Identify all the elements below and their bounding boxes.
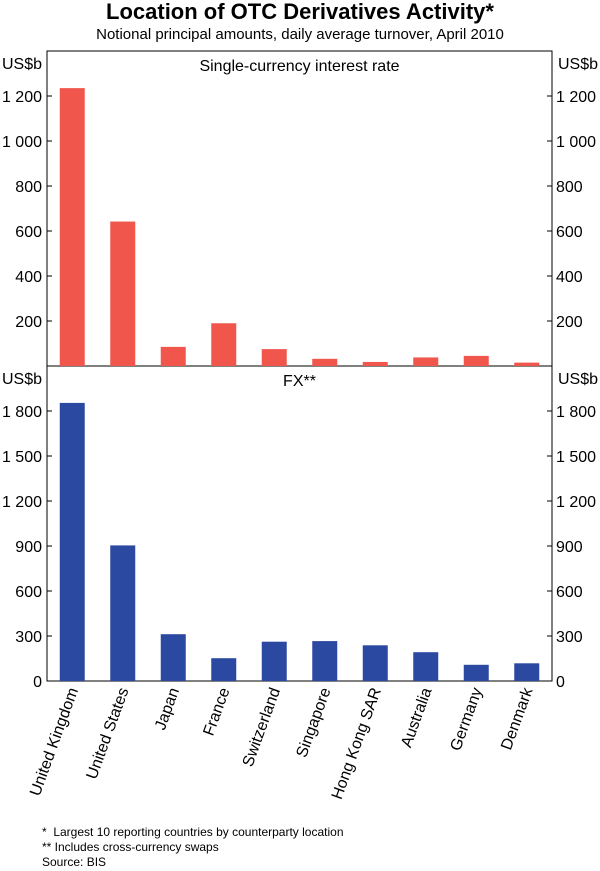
bar-hong-kong-sar: [362, 361, 388, 366]
bar-germany: [463, 355, 489, 366]
bar-united-kingdom: [59, 88, 85, 366]
bar-france: [211, 658, 237, 681]
y-tick-label-left: 800: [15, 179, 42, 196]
y-unit-label-right: US$b: [558, 56, 598, 73]
x-tick-label: United Kingdom: [27, 686, 82, 799]
y-tick-label-left: 300: [15, 629, 42, 646]
bar-australia: [413, 652, 439, 681]
y-tick-label-right: 0: [556, 674, 565, 691]
y-tick-label-right: 800: [556, 179, 583, 196]
y-tick-label-right: 600: [556, 584, 583, 601]
y-tick-label-right: 600: [556, 224, 583, 241]
bar-singapore: [312, 641, 338, 681]
footnote-2: ** Includes cross-currency swaps: [42, 840, 219, 854]
x-tick-label: Switzerland: [240, 686, 284, 770]
y-tick-label-left: 400: [15, 269, 42, 286]
y-tick-label-right: 900: [556, 539, 583, 556]
bar-japan: [160, 346, 186, 366]
bar-denmark: [514, 362, 540, 366]
y-tick-label-left: 1 200: [2, 494, 42, 511]
x-tick-label: Germany: [448, 686, 486, 754]
bar-denmark: [514, 663, 540, 681]
y-tick-label-left: 1 200: [2, 89, 42, 106]
y-tick-label-right: 300: [556, 629, 583, 646]
panel-title: Single-currency interest rate: [199, 58, 399, 75]
y-tick-label-right: 200: [556, 314, 583, 331]
x-tick-label: France: [201, 685, 234, 738]
y-tick-label-left: 1 500: [2, 449, 42, 466]
bar-japan: [160, 634, 186, 681]
y-unit-label-left: US$b: [2, 56, 42, 73]
bar-australia: [413, 357, 439, 366]
bar-france: [211, 323, 237, 366]
chart-title: Location of OTC Derivatives Activity*: [106, 0, 494, 24]
panel-2: 0 0 300 300 600 600 900 900 1 200 1 200 1 500 1 500…: [2, 371, 598, 691]
bar-germany: [463, 664, 489, 681]
panel-1: 200 200 400 400 600 600 800 800 1 000 1 000 1 200 1…: [2, 56, 598, 366]
y-unit-label-right: US$b: [558, 371, 598, 388]
bar-united-states: [110, 221, 136, 366]
y-tick-label-right: 1 800: [556, 404, 596, 421]
y-tick-label-right: 1 200: [556, 494, 596, 511]
y-tick-label-left: 200: [15, 314, 42, 331]
bar-switzerland: [261, 349, 287, 366]
chart-subtitle: Notional principal amounts, daily averag…: [96, 26, 504, 43]
x-tick-label: Australia: [398, 685, 435, 749]
footnotes: * Largest 10 reporting countries by coun…: [42, 825, 344, 870]
x-tick-label: Japan: [152, 686, 183, 733]
x-tick-label: Denmark: [498, 685, 537, 753]
x-tick-label: United States: [84, 686, 133, 782]
y-tick-label-left: 600: [15, 224, 42, 241]
y-tick-label-right: 1 200: [556, 89, 596, 106]
x-tick-label: Singapore: [294, 685, 335, 759]
y-tick-label-left: 0: [33, 674, 42, 691]
bar-united-states: [110, 545, 136, 681]
bar-singapore: [312, 358, 338, 366]
chart-panels: 200 200 400 400 600 600 800 800 1 000 1 000 1 200 1…: [2, 50, 598, 691]
bar-hong-kong-sar: [362, 645, 388, 681]
bar-switzerland: [261, 641, 287, 681]
footnote-source: Source: BIS: [42, 855, 107, 869]
y-tick-label-right: 400: [556, 269, 583, 286]
y-unit-label-left: US$b: [2, 371, 42, 388]
y-tick-label-left: 1 800: [2, 404, 42, 421]
y-tick-label-right: 1 000: [556, 134, 596, 151]
y-tick-label-right: 1 500: [556, 449, 596, 466]
y-tick-label-left: 1 000: [2, 134, 42, 151]
x-tick-label: Hong Kong SAR: [329, 686, 385, 802]
x-axis-labels: United Kingdom United States Japan France Sw…: [27, 685, 537, 802]
panel-title: FX**: [283, 373, 316, 390]
y-tick-label-left: 900: [15, 539, 42, 556]
footnote-1: * Largest 10 reporting countries by coun…: [42, 825, 344, 839]
y-tick-label-left: 600: [15, 584, 42, 601]
bar-united-kingdom: [59, 402, 85, 681]
